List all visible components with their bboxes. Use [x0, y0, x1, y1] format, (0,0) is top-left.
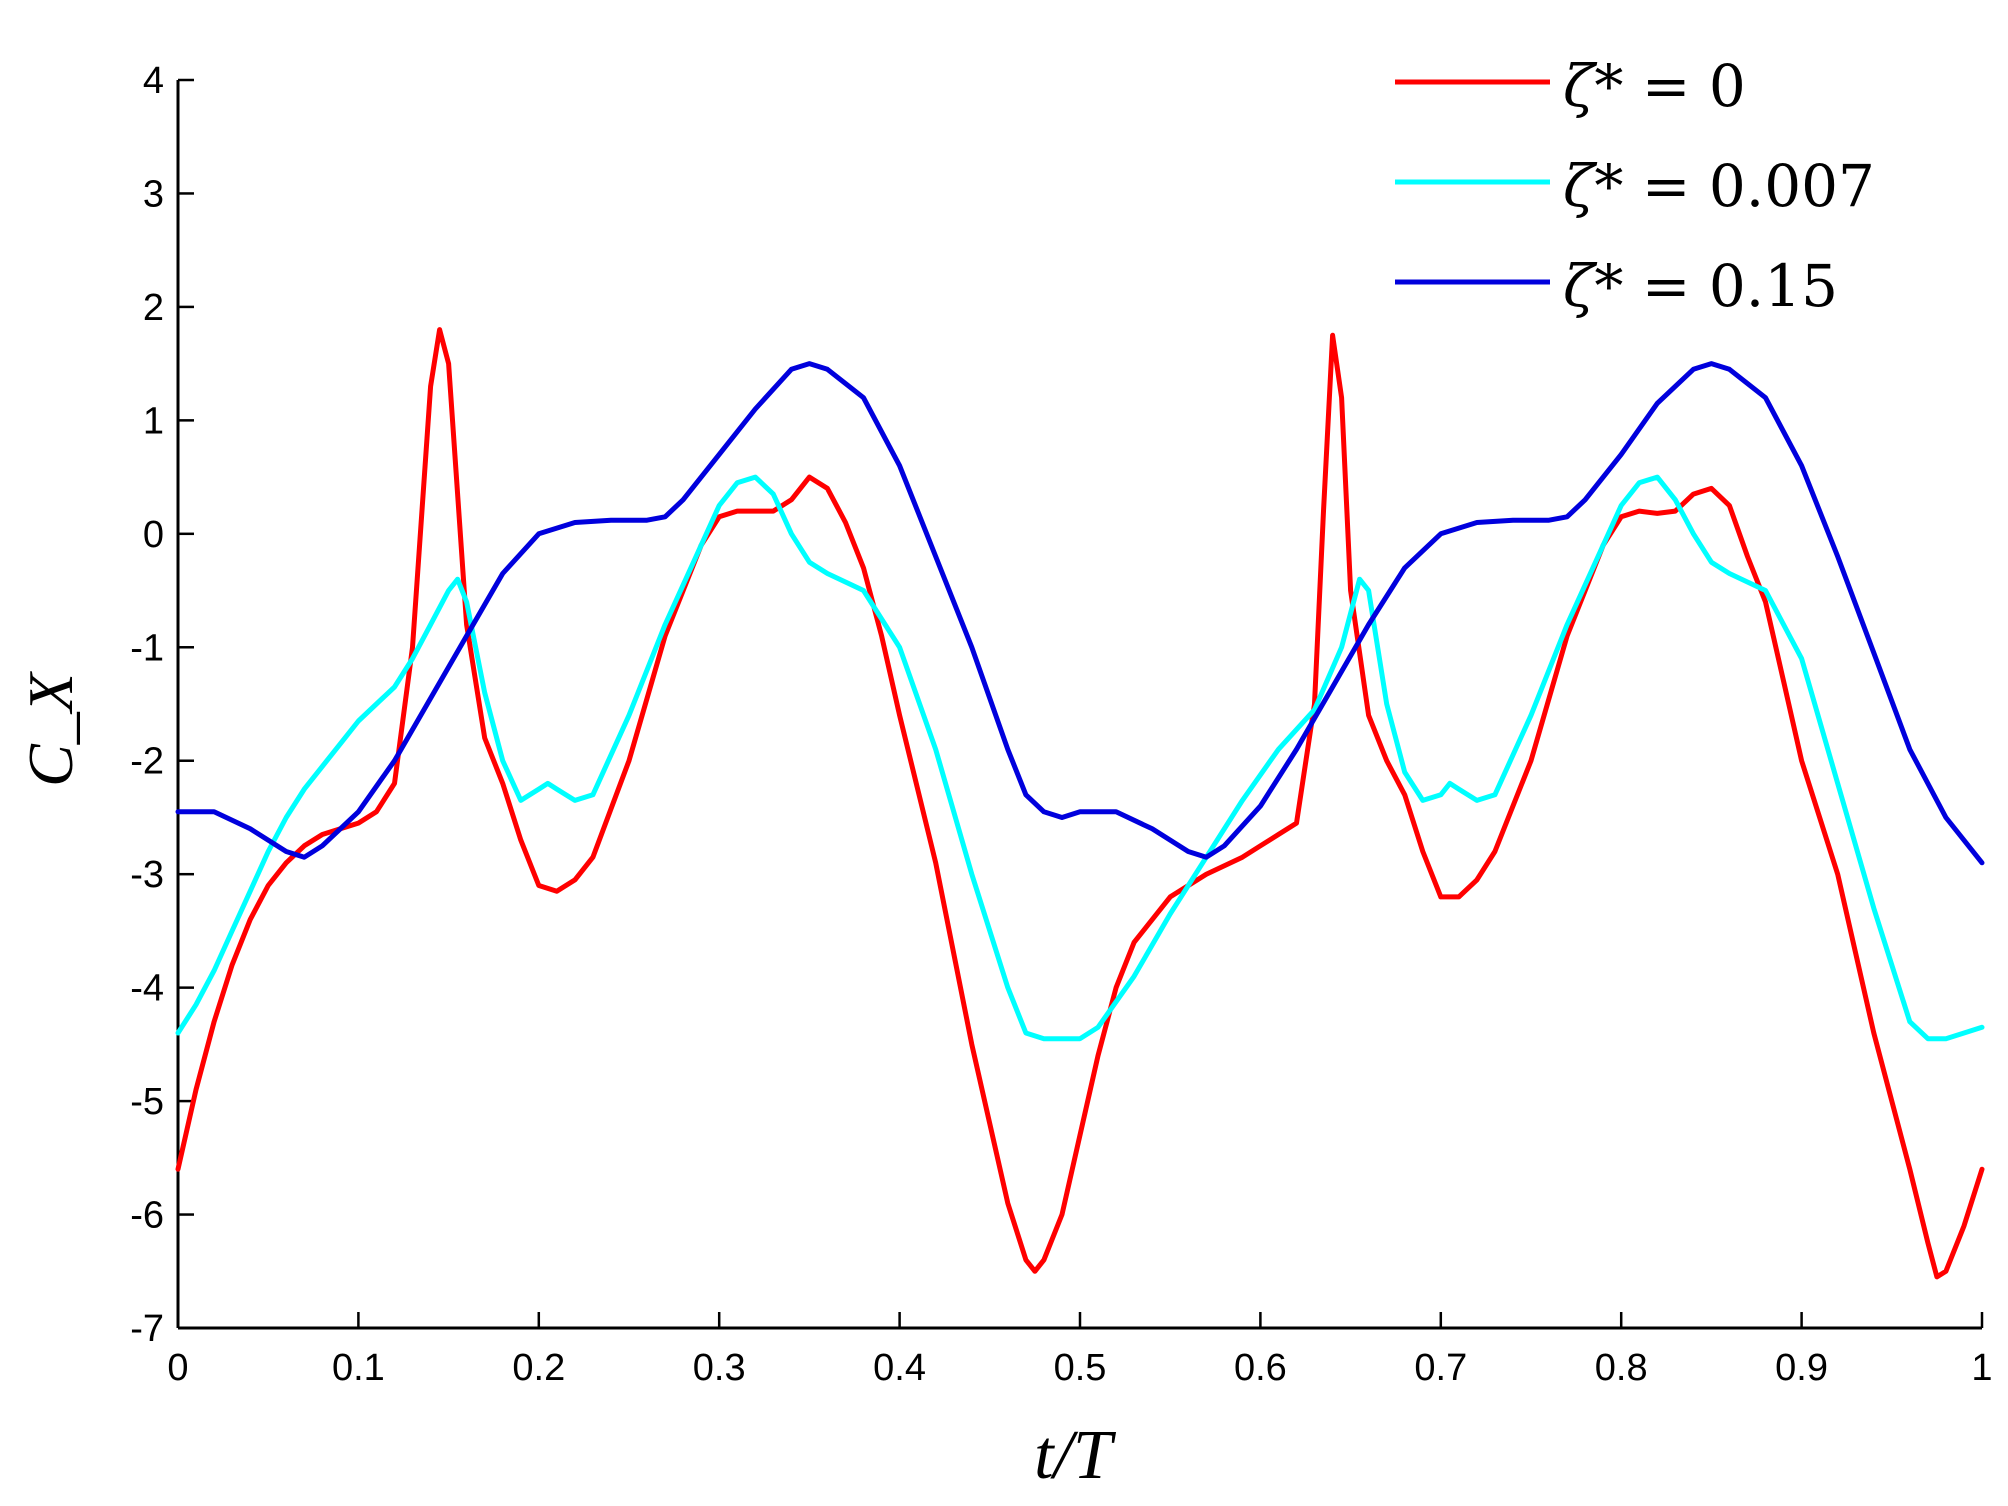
y-tick-label: -6 — [130, 1195, 164, 1237]
y-tick-label: -3 — [130, 854, 164, 896]
x-tick-label: 0 — [167, 1347, 188, 1389]
x-tick-label: 0.2 — [512, 1347, 565, 1389]
y-tick-label: 2 — [143, 287, 164, 329]
x-tick-label: 0.3 — [693, 1347, 746, 1389]
legend-label-1: ζ* = 0.007 — [1563, 152, 1875, 220]
legend-label-2: ζ* = 0.15 — [1563, 252, 1838, 320]
y-tick-label: -5 — [130, 1081, 164, 1123]
x-tick-label: 0.9 — [1775, 1347, 1828, 1389]
x-tick-label: 0.6 — [1234, 1347, 1287, 1389]
y-tick-label: 0 — [143, 514, 164, 556]
x-axis-label: t/T — [1034, 1417, 1117, 1494]
y-tick-label: -4 — [130, 968, 164, 1010]
series-line-1 — [175, 474, 1985, 1042]
y-axis-label: C_X — [15, 670, 86, 787]
x-tick-label: 0.4 — [873, 1347, 926, 1389]
y-tick-label: 3 — [143, 173, 164, 215]
x-tick-label: 0.5 — [1054, 1347, 1107, 1389]
x-tick-label: 1 — [1971, 1347, 1992, 1389]
y-tick-label: -1 — [130, 627, 164, 669]
x-tick-label: 0.8 — [1595, 1347, 1648, 1389]
series-line-2 — [175, 361, 1985, 866]
y-tick-label: 1 — [143, 400, 164, 442]
series-line-0 — [175, 327, 1985, 1280]
legend-label-0: ζ* = 0 — [1563, 52, 1746, 120]
x-tick-label: 0.7 — [1414, 1347, 1467, 1389]
y-tick-label: -7 — [130, 1308, 164, 1350]
y-tick-label: 4 — [143, 60, 164, 102]
y-tick-label: -2 — [130, 741, 164, 783]
x-tick-label: 0.1 — [332, 1347, 385, 1389]
